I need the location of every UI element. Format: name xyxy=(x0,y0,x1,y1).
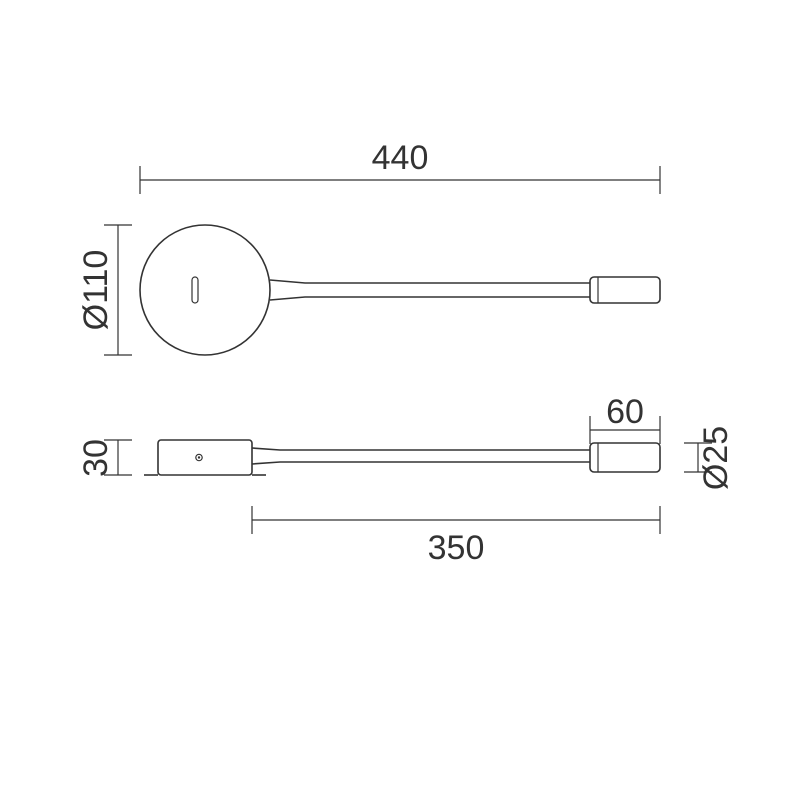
switch-slot xyxy=(192,277,198,303)
side-view xyxy=(158,440,660,475)
lamp-head-side xyxy=(590,443,660,472)
label-base-diameter: Ø110 xyxy=(77,250,115,331)
base-circle xyxy=(140,225,270,355)
label-head-diameter: Ø25 xyxy=(697,426,735,490)
label-arm-length: 350 xyxy=(428,529,485,567)
top-view xyxy=(140,225,660,355)
label-head-length: 60 xyxy=(606,393,644,431)
label-overall-length: 440 xyxy=(372,139,429,177)
lamp-head-top xyxy=(590,277,660,303)
base-side xyxy=(158,440,252,475)
label-base-height: 30 xyxy=(77,439,115,477)
